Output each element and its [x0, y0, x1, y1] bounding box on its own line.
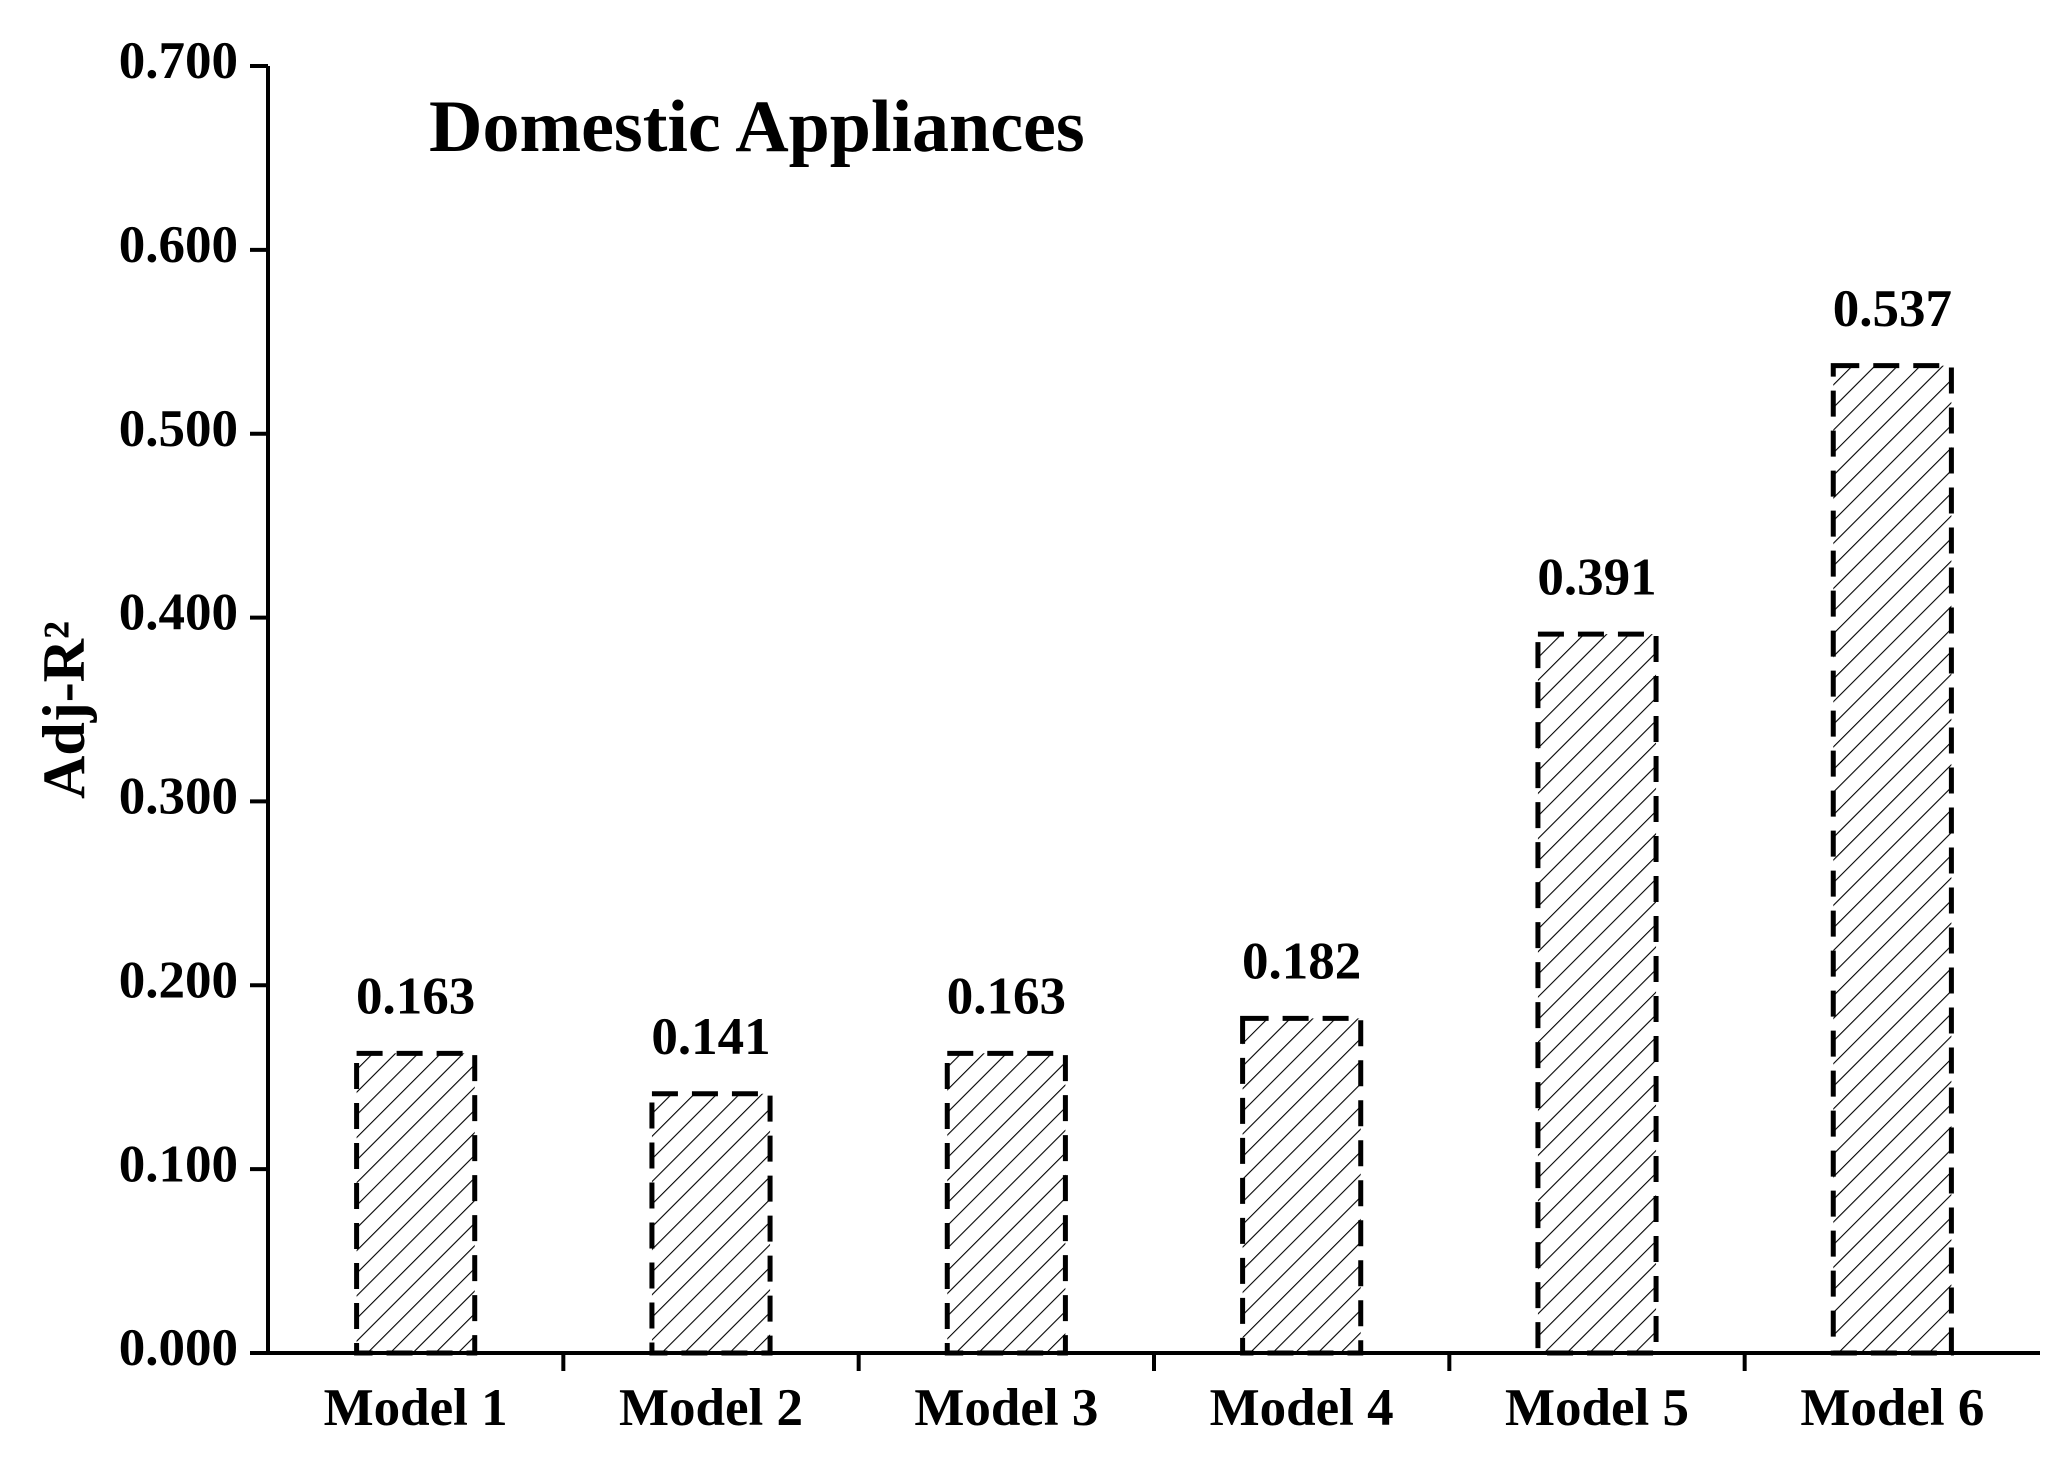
x-tick-label: Model 5 [1505, 1379, 1689, 1437]
y-axis-label: Adj-R² [31, 621, 97, 799]
y-tick-label: 0.400 [119, 584, 238, 642]
x-tick-label: Model 3 [914, 1379, 1098, 1437]
value-label: 0.141 [651, 1008, 770, 1066]
bar [354, 1050, 478, 1356]
value-label: 0.163 [356, 967, 475, 1025]
bar [649, 1091, 773, 1356]
x-tick-label: Model 2 [619, 1379, 803, 1437]
y-tick-label: 0.700 [119, 32, 238, 90]
x-tick-label: Model 6 [1800, 1379, 1984, 1437]
bar [1535, 631, 1659, 1356]
value-label: 0.537 [1833, 280, 1952, 338]
y-tick-label: 0.600 [119, 216, 238, 274]
x-tick-label: Model 1 [324, 1379, 508, 1437]
chart-title: Domestic Appliances [429, 86, 1085, 168]
value-label: 0.182 [1242, 933, 1361, 991]
value-label: 0.391 [1537, 548, 1656, 606]
y-tick-label: 0.100 [119, 1135, 238, 1193]
x-tick-label: Model 4 [1210, 1379, 1394, 1437]
bar [1240, 1015, 1364, 1356]
bar [944, 1050, 1068, 1356]
bar [1830, 363, 1954, 1356]
y-tick-label: 0.300 [119, 768, 238, 826]
y-tick-label: 0.000 [119, 1319, 238, 1377]
value-label: 0.163 [947, 967, 1066, 1025]
y-tick-label: 0.500 [119, 400, 238, 458]
y-tick-label: 0.200 [119, 951, 238, 1009]
